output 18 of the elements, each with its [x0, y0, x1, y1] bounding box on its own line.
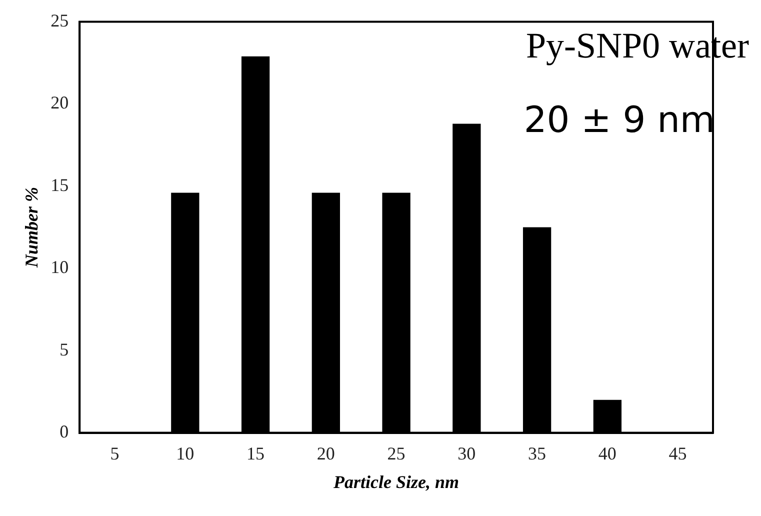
x-tick-label: 20: [316, 443, 335, 464]
x-tick-label: 25: [387, 443, 406, 464]
x-axis-title: Particle Size, nm: [332, 472, 460, 492]
x-tick-label: 45: [668, 443, 687, 464]
y-tick-label: 10: [50, 257, 69, 278]
y-tick-label: 25: [50, 10, 69, 31]
annotation: 20 ± 9 nm: [524, 100, 715, 142]
x-tick-label: 10: [176, 443, 194, 464]
x-tick-label: 5: [110, 443, 120, 464]
y-axis-title: Number %: [21, 187, 42, 269]
x-tick-label: 15: [246, 443, 265, 464]
x-tick-label: 40: [598, 443, 616, 464]
y-tick-label: 20: [50, 92, 69, 113]
y-tick-label: 5: [60, 339, 69, 360]
x-tick-label: 35: [528, 443, 546, 464]
x-tick-label: 30: [458, 443, 476, 464]
y-tick-label: 15: [50, 174, 69, 195]
y-tick-label: 0: [60, 422, 69, 442]
